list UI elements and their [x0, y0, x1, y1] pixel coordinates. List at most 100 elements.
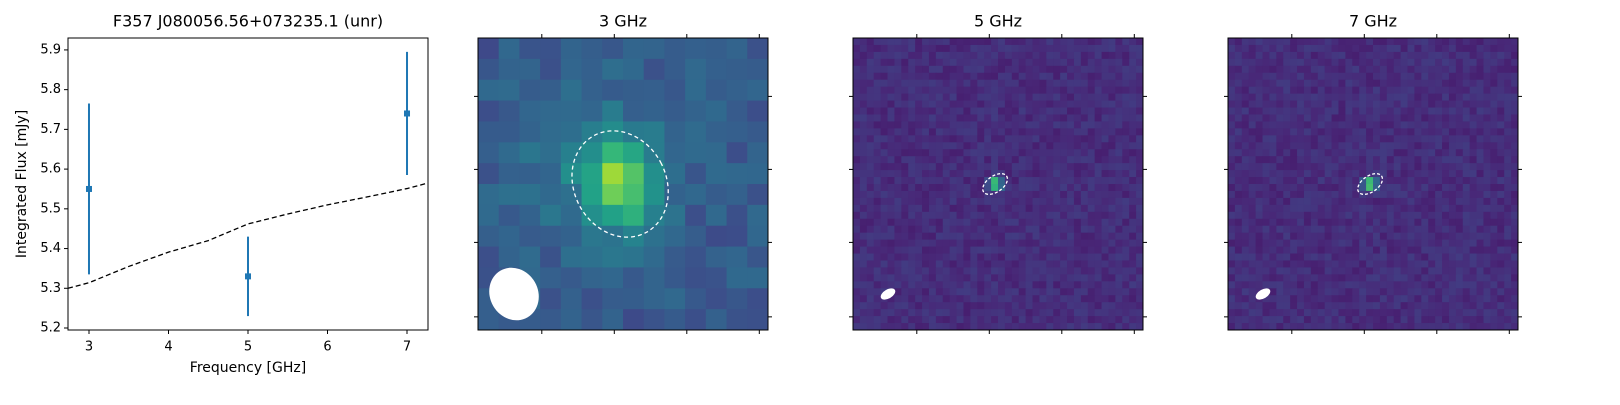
pixel — [1234, 93, 1243, 102]
pixel — [1435, 163, 1443, 171]
pixel — [560, 204, 583, 227]
pixel — [859, 197, 868, 206]
pixel — [1317, 107, 1326, 116]
pixel — [866, 295, 875, 303]
pixel — [1255, 316, 1264, 324]
pixel — [1435, 135, 1443, 143]
pixel — [1331, 38, 1340, 46]
pixel — [928, 190, 937, 199]
pixel — [915, 246, 923, 255]
pixel — [1269, 142, 1277, 150]
pixel — [984, 309, 992, 317]
pixel — [1462, 58, 1471, 67]
pixel — [1290, 232, 1298, 241]
pixel — [1338, 142, 1346, 150]
pixel — [1428, 309, 1436, 317]
pixel — [908, 135, 916, 143]
pixel — [1073, 135, 1082, 143]
pixel — [1060, 232, 1068, 241]
pixel — [1004, 232, 1013, 241]
pixel — [1476, 239, 1485, 248]
pixel — [498, 163, 521, 185]
pixel — [915, 51, 923, 60]
pixel — [1373, 232, 1381, 241]
pixel — [1462, 163, 1471, 171]
pixel — [1094, 302, 1103, 310]
pixel — [1073, 184, 1082, 192]
pixel — [1414, 156, 1422, 164]
pixel — [1241, 135, 1250, 143]
pixel — [1262, 51, 1271, 60]
pixel — [1073, 239, 1082, 248]
pixel — [1483, 135, 1491, 143]
pixel — [866, 114, 875, 123]
pixel — [1421, 260, 1429, 269]
pixel — [1469, 309, 1478, 317]
pixel — [1108, 121, 1116, 129]
pixel — [1303, 163, 1312, 171]
pixel — [1421, 51, 1429, 60]
pixel — [1352, 295, 1360, 303]
pixel — [1067, 86, 1075, 95]
pixel — [664, 79, 686, 102]
pixel — [1228, 163, 1236, 171]
pixel — [1115, 260, 1123, 269]
pixel — [991, 58, 999, 67]
pixel — [1046, 295, 1054, 303]
pixel — [1373, 316, 1381, 324]
pixel — [1004, 79, 1013, 88]
pixel — [1352, 197, 1360, 206]
pixel — [1241, 316, 1250, 324]
pixel — [581, 100, 603, 123]
pixel — [970, 135, 978, 143]
pixel — [1053, 51, 1061, 60]
pixel — [928, 204, 937, 213]
pixel — [984, 323, 992, 330]
pixel — [1476, 309, 1485, 317]
pixel — [1248, 149, 1257, 157]
pixel — [880, 225, 889, 234]
pixel — [1269, 44, 1277, 53]
pixel — [894, 100, 902, 109]
pixel — [1025, 79, 1034, 88]
pixel — [1262, 316, 1271, 324]
pixel — [1373, 163, 1381, 171]
pixel — [970, 86, 978, 95]
pixel — [1393, 149, 1402, 157]
pixel — [1476, 295, 1485, 303]
pixel — [1469, 323, 1478, 330]
pixel — [726, 267, 748, 289]
pixel — [1004, 267, 1013, 275]
pixel — [1483, 65, 1491, 74]
pixel — [984, 288, 992, 296]
pixel — [1136, 239, 1143, 248]
pixel — [942, 316, 951, 324]
pixel — [1379, 38, 1388, 46]
pixel — [1359, 107, 1367, 116]
pixel — [915, 65, 923, 74]
pixel — [1122, 177, 1130, 185]
pixel — [866, 93, 875, 102]
pixel — [1234, 295, 1243, 303]
pixel — [1469, 170, 1478, 178]
pixel — [1080, 128, 1089, 136]
pixel — [1053, 149, 1061, 157]
pixel — [1122, 156, 1130, 164]
pixel — [915, 38, 923, 46]
pixel — [1497, 239, 1505, 248]
pixel — [894, 316, 902, 324]
pixel — [1310, 211, 1319, 220]
pixel — [1297, 302, 1305, 310]
pixel — [1407, 218, 1416, 227]
pixel — [853, 204, 861, 213]
pixel — [1359, 135, 1367, 143]
pixel — [1462, 51, 1471, 60]
pixel — [540, 204, 562, 227]
pixel — [1234, 197, 1243, 206]
pixel — [1073, 309, 1082, 317]
pixel — [1303, 177, 1312, 185]
pixel — [1386, 267, 1395, 275]
pixel — [1476, 177, 1485, 185]
pixel — [1290, 51, 1298, 60]
pixel — [1469, 65, 1478, 74]
